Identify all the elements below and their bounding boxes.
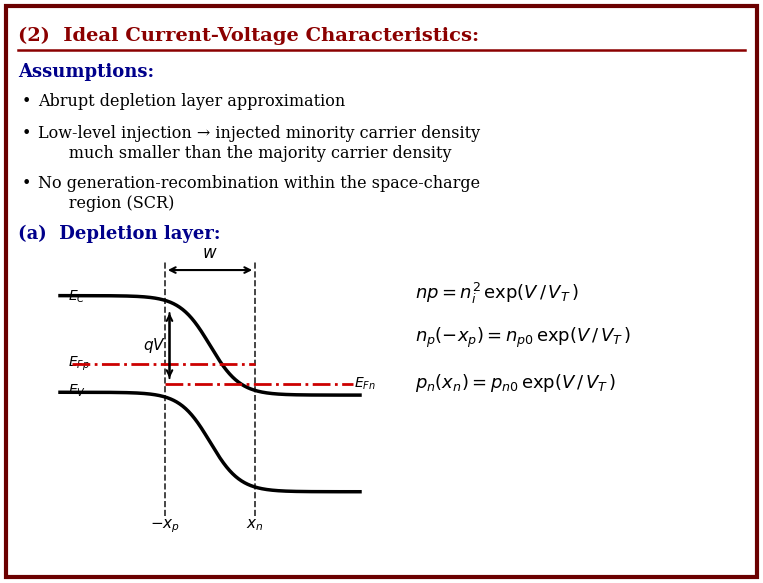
Text: $-x_p$: $-x_p$	[150, 517, 180, 535]
Text: •: •	[22, 125, 31, 142]
Text: $x_n$: $x_n$	[246, 517, 264, 533]
Text: Low-level injection → injected minority carrier density
      much smaller than : Low-level injection → injected minority …	[38, 125, 480, 161]
Text: $E_{Fn}$: $E_{Fn}$	[355, 375, 376, 392]
Text: (a)  Depletion layer:: (a) Depletion layer:	[18, 225, 221, 243]
Text: $n_p(-x_p) = n_{p0}\,\mathrm{exp}(V\,/\,V_T\,)$: $n_p(-x_p) = n_{p0}\,\mathrm{exp}(V\,/\,…	[415, 326, 632, 350]
Text: $np = n_i^2\,\mathrm{exp}(V\,/\,V_T\,)$: $np = n_i^2\,\mathrm{exp}(V\,/\,V_T\,)$	[415, 280, 579, 305]
Text: $qV$: $qV$	[143, 336, 166, 355]
Text: Assumptions:: Assumptions:	[18, 63, 154, 81]
Text: •: •	[22, 175, 31, 192]
Text: $E_C$: $E_C$	[67, 289, 85, 305]
Text: Abrupt depletion layer approximation: Abrupt depletion layer approximation	[38, 93, 345, 110]
Text: •: •	[22, 93, 31, 110]
Text: (2)  Ideal Current-Voltage Characteristics:: (2) Ideal Current-Voltage Characteristic…	[18, 27, 479, 45]
Text: $w$: $w$	[202, 244, 217, 262]
Text: No generation-recombination within the space-charge
      region (SCR): No generation-recombination within the s…	[38, 175, 480, 212]
Text: $E_V$: $E_V$	[67, 382, 85, 399]
Text: $E_{Fp}$: $E_{Fp}$	[67, 354, 89, 373]
Text: $p_n(x_n) = p_{n0}\,\mathrm{exp}(V\,/\,V_T\,)$: $p_n(x_n) = p_{n0}\,\mathrm{exp}(V\,/\,V…	[415, 372, 617, 394]
